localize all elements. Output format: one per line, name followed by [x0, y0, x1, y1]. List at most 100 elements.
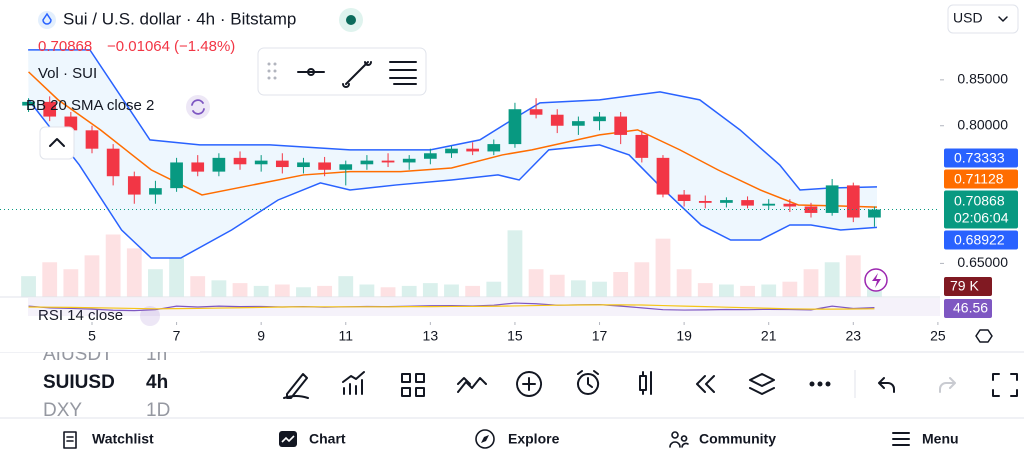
bb-settings-icon: [191, 99, 205, 115]
volume-bar: [274, 284, 290, 297]
collapse-button[interactable]: [39, 126, 75, 160]
volume-bar: [782, 281, 798, 297]
candle-body: [466, 148, 479, 152]
candle-body: [846, 185, 860, 218]
volume-bar: [380, 287, 396, 297]
last-price-label: 0.70868: [954, 192, 1005, 208]
rsi-legend[interactable]: RSI 14 close: [38, 307, 123, 324]
candle-body: [508, 109, 522, 145]
alert-icon: [872, 273, 881, 288]
y-tick-label: 0.65000: [957, 254, 1008, 270]
y-tick-label: 0.85000: [957, 71, 1008, 87]
nav-item[interactable]: Chart: [309, 431, 346, 447]
more-tool[interactable]: [809, 381, 831, 387]
candle-body: [720, 200, 733, 203]
undo-tool[interactable]: [878, 377, 895, 393]
price-scale: USD: [947, 4, 1019, 343]
layers-tool[interactable]: [749, 373, 775, 395]
volume-bar: [845, 255, 861, 297]
draw-tool[interactable]: [283, 373, 309, 399]
x-tick-label: 23: [846, 328, 862, 344]
alert-tool[interactable]: [577, 370, 600, 395]
symbol-title[interactable]: Sui / U.S. dollar · 4h · Bitstamp: [63, 9, 296, 28]
horizontal-line-tool[interactable]: [297, 68, 325, 76]
fullscreen-tool[interactable]: [992, 373, 1018, 397]
candle-body: [635, 134, 649, 158]
volume-bar: [824, 262, 840, 297]
more-tools[interactable]: [389, 61, 417, 85]
bb-legend[interactable]: BB 20 SMA close 2: [26, 97, 154, 114]
watchlist-symbol[interactable]: DXY: [43, 400, 82, 421]
volume-bar: [232, 283, 248, 297]
bar-countdown: 02:06:04: [954, 209, 1009, 225]
currency-button[interactable]: [947, 4, 1019, 34]
currency-caret: [998, 16, 1008, 22]
replay-tool[interactable]: [696, 375, 715, 393]
bb-settings-button[interactable]: [186, 95, 210, 119]
volume-bar: [169, 258, 184, 297]
nav-item[interactable]: Watchlist: [92, 431, 154, 447]
templates-tool[interactable]: [401, 373, 425, 397]
candle-body: [762, 203, 776, 206]
volume-bar: [84, 255, 100, 297]
candle-body: [381, 160, 395, 163]
x-tick-label: 21: [761, 328, 777, 344]
redo-tool[interactable]: [939, 377, 956, 393]
x-tick-label: 5: [88, 328, 96, 344]
volume-bar: [190, 276, 206, 297]
community-icon: [669, 431, 689, 448]
indicators-tool[interactable]: [342, 371, 365, 395]
chart-toolbar: [283, 370, 1018, 399]
currency[interactable]: USD: [953, 10, 983, 26]
collapse-icon: [49, 138, 65, 147]
candle-body: [254, 160, 268, 165]
bb-value-box: [944, 148, 1018, 168]
rsi-pane: [28, 298, 940, 316]
chart-type-tool[interactable]: [639, 371, 652, 395]
nav-item[interactable]: Menu: [922, 431, 959, 447]
nav-item[interactable]: Explore: [508, 431, 560, 447]
candle-body: [297, 162, 310, 168]
candle-body: [783, 203, 797, 207]
candle-body: [593, 116, 606, 122]
candle-body: [550, 114, 564, 126]
candle-body: [614, 116, 628, 135]
rsi-settings-button[interactable]: [140, 306, 160, 326]
rsi-line: [28, 304, 875, 310]
volume-bar: [317, 285, 333, 297]
candle-body: [487, 144, 501, 152]
candle-body: [402, 158, 416, 163]
nav-item[interactable]: Community: [699, 431, 776, 447]
x-tick-label: 11: [338, 328, 353, 344]
watchlist-fade-top: [0, 343, 200, 352]
volume-bar: [465, 285, 481, 297]
add-tool[interactable]: [516, 371, 543, 397]
price-change: −0.01064: [107, 38, 170, 55]
nav-bar: [0, 419, 1024, 461]
volume-label-box: [944, 277, 992, 296]
candle-body: [106, 148, 120, 177]
bb-value-box: [944, 169, 1018, 189]
candle-body: [656, 157, 670, 195]
rsi-line: [28, 302, 875, 312]
candle-body: [825, 185, 839, 213]
drag-handle[interactable]: [267, 62, 277, 80]
x-tick-label: 17: [592, 328, 608, 344]
candle-body: [360, 160, 374, 165]
watchlist-interval: 1D: [146, 400, 170, 421]
rsi-value-label: 46.56: [953, 300, 988, 316]
volume-bar: [338, 276, 354, 297]
volume-legend[interactable]: Vol · SUI: [38, 65, 97, 82]
trend-line-tool[interactable]: [342, 61, 372, 88]
scale-settings[interactable]: [975, 329, 993, 343]
volume-bar: [444, 284, 459, 297]
watchlist-symbol[interactable]: SUIUSD: [43, 372, 115, 393]
compare-tool[interactable]: [457, 377, 487, 393]
bb-fill: [28, 49, 877, 258]
candle-body: [804, 206, 818, 213]
candle-body: [149, 188, 162, 195]
menu-icon: [892, 432, 910, 446]
bb-value-label: 0.68922: [954, 231, 1005, 247]
volume-bar: [676, 269, 692, 297]
market-status-dot: [346, 15, 356, 25]
